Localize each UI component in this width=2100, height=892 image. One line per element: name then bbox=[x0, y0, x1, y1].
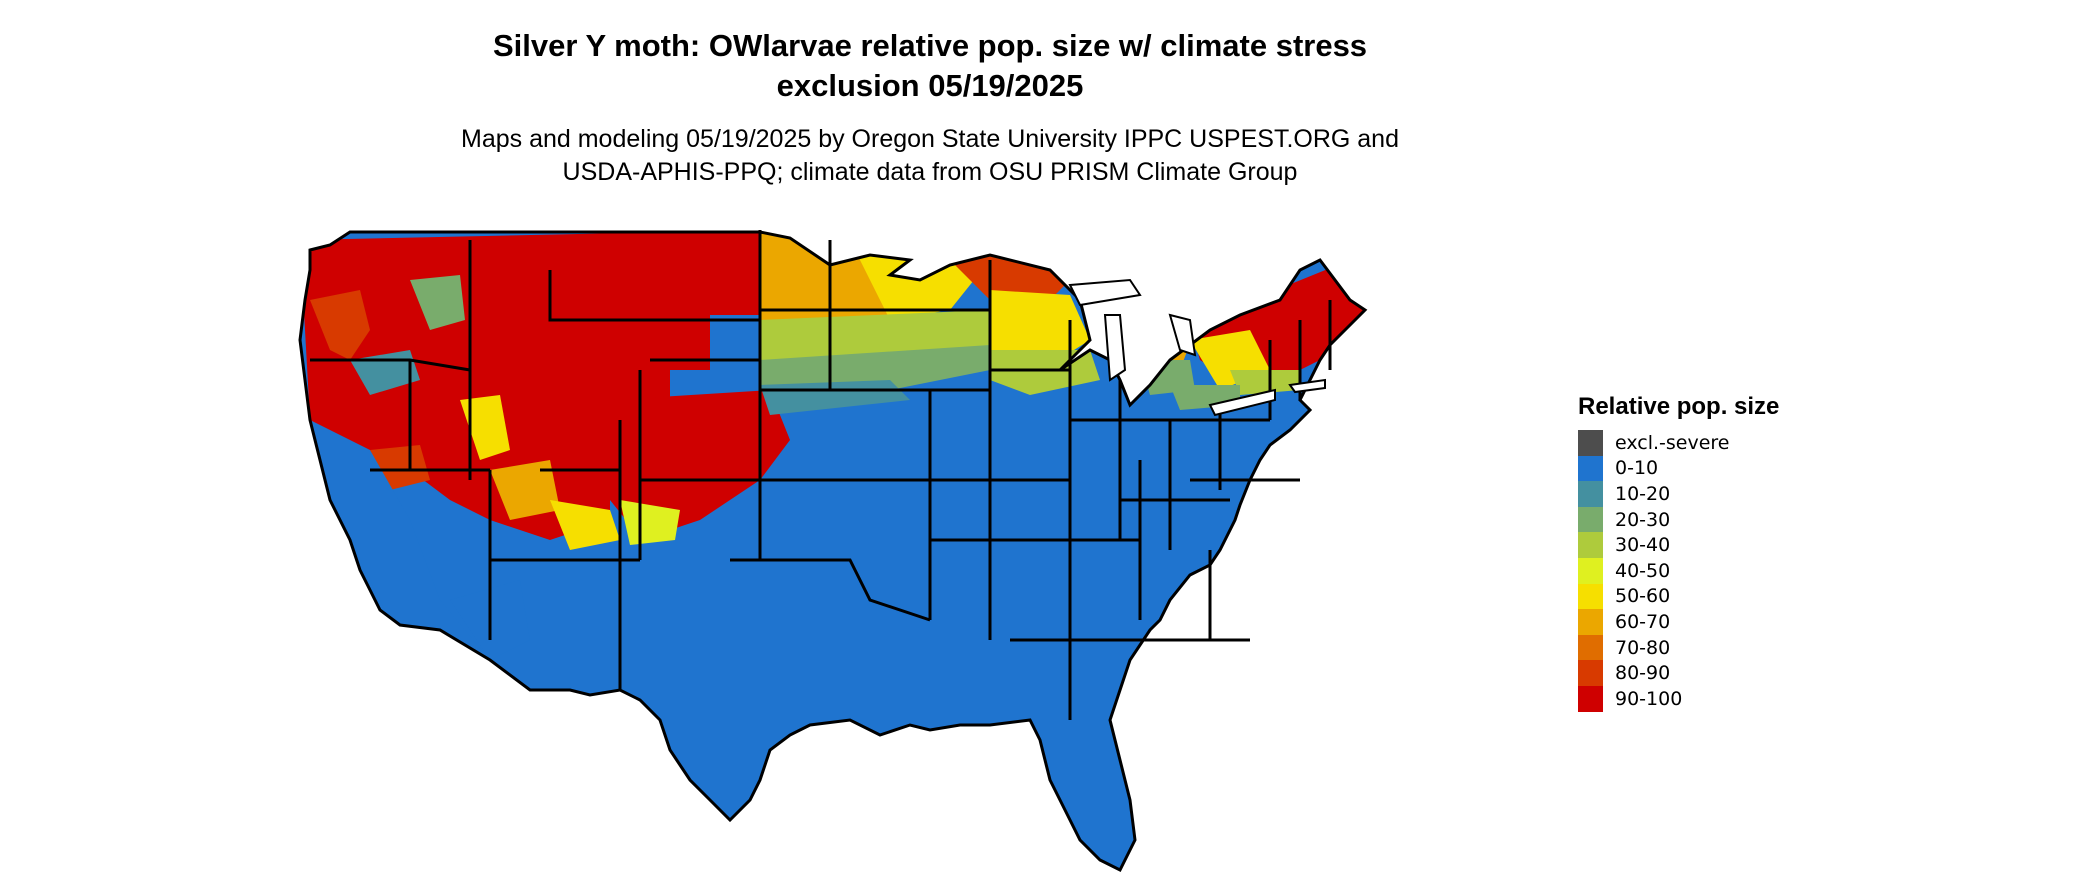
legend-swatch bbox=[1578, 507, 1603, 533]
map-fill bbox=[290, 220, 1550, 890]
map-subtitle: Maps and modeling 05/19/2025 by Oregon S… bbox=[340, 123, 1520, 189]
legend-item: excl.-severe bbox=[1578, 430, 1878, 456]
legend-swatch bbox=[1578, 558, 1603, 584]
legend-swatch bbox=[1578, 660, 1603, 686]
legend-item: 70-80 bbox=[1578, 635, 1878, 661]
legend-swatch bbox=[1578, 481, 1603, 507]
legend-item: 30-40 bbox=[1578, 532, 1878, 558]
legend-item: 10-20 bbox=[1578, 481, 1878, 507]
legend-label: 80-90 bbox=[1615, 662, 1670, 684]
us-map bbox=[290, 220, 1550, 890]
legend-label: 30-40 bbox=[1615, 534, 1670, 556]
legend-swatch bbox=[1578, 532, 1603, 558]
legend-label: 50-60 bbox=[1615, 585, 1670, 607]
legend-label: excl.-severe bbox=[1615, 432, 1730, 454]
legend-item: 40-50 bbox=[1578, 558, 1878, 584]
legend-swatch bbox=[1578, 430, 1603, 456]
legend-swatch bbox=[1578, 609, 1603, 635]
legend-label: 10-20 bbox=[1615, 483, 1670, 505]
legend-swatch bbox=[1578, 635, 1603, 661]
legend-swatch bbox=[1578, 584, 1603, 610]
map-title: Silver Y moth: OWlarvae relative pop. si… bbox=[340, 26, 1520, 106]
legend-label: 20-30 bbox=[1615, 509, 1670, 531]
legend-title: Relative pop. size bbox=[1578, 392, 1878, 422]
legend-label: 0-10 bbox=[1615, 457, 1658, 479]
legend-label: 70-80 bbox=[1615, 637, 1670, 659]
legend-item: 20-30 bbox=[1578, 507, 1878, 533]
legend-item: 0-10 bbox=[1578, 456, 1878, 482]
legend-swatch bbox=[1578, 456, 1603, 482]
legend-label: 40-50 bbox=[1615, 560, 1670, 582]
legend-item: 90-100 bbox=[1578, 686, 1878, 712]
legend-label: 60-70 bbox=[1615, 611, 1670, 633]
legend-swatch bbox=[1578, 686, 1603, 712]
legend: Relative pop. size excl.-severe 0-10 10-… bbox=[1578, 392, 1878, 712]
legend-item: 50-60 bbox=[1578, 584, 1878, 610]
legend-item: 80-90 bbox=[1578, 660, 1878, 686]
legend-item: 60-70 bbox=[1578, 609, 1878, 635]
legend-label: 90-100 bbox=[1615, 688, 1682, 710]
